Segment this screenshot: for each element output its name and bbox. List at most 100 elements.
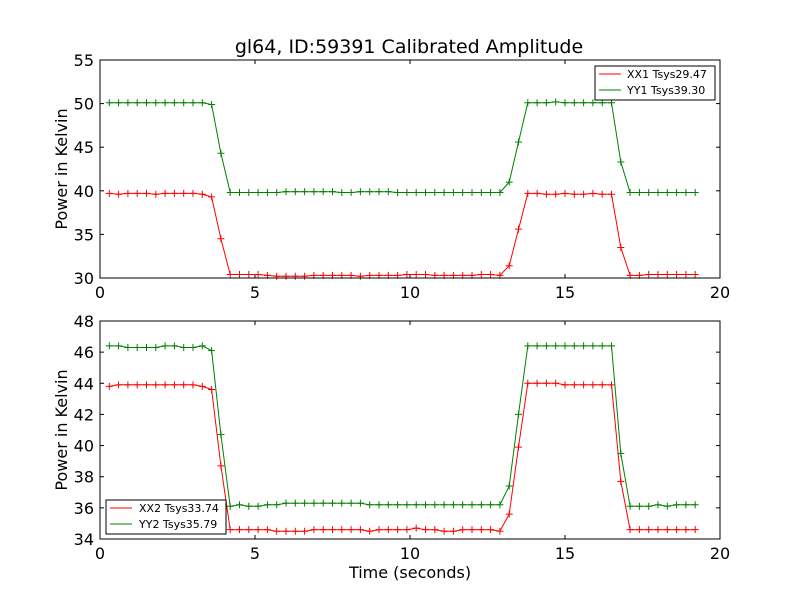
bottom-series-1-point-8 [180, 343, 188, 351]
bottom-y-axis-label: Power in Kelvin [52, 369, 71, 490]
top-series-1-point-4 [143, 99, 150, 107]
bottom-series-line-1 [109, 345, 696, 507]
bottom-series-0-point-36 [440, 527, 448, 535]
top-series-1-point-44 [515, 138, 522, 146]
top-series-1-point-46 [533, 99, 541, 107]
top-series-0-point-3 [133, 189, 141, 197]
bottom-series-1-point-61 [673, 501, 681, 509]
bottom-series-line-0 [109, 382, 696, 532]
bottom-series-1-point-52 [589, 342, 597, 350]
bottom-series-1-point-25 [338, 499, 346, 507]
top-series-1-point-26 [347, 189, 355, 197]
bottom-series-0-point-61 [673, 526, 681, 534]
top-legend: XX1 Tsys29.47 YY1 Tsys39.30 [594, 65, 716, 101]
top-series-1-point-47 [542, 99, 550, 107]
top-series-0-point-40 [477, 271, 485, 279]
top-series-1-point-35 [431, 189, 439, 197]
bottom-series-0-point-15 [245, 526, 253, 534]
top-y-tick-label-5: 55 [74, 51, 94, 70]
top-series-0-point-5 [152, 190, 160, 198]
bottom-series-1-point-6 [161, 342, 169, 350]
bottom-series-1-point-31 [394, 501, 402, 509]
bottom-series-1-point-18 [273, 501, 281, 509]
top-legend-label-yy1: YY1 Tsys39.30 [626, 84, 705, 97]
top-series-0-point-16 [254, 271, 262, 279]
top-series-1-point-60 [663, 189, 671, 197]
bottom-series-1-point-39 [468, 501, 476, 509]
top-series-1-point-51 [580, 99, 588, 107]
bottom-legend: XX2 Tsys33.74 YY2 Tsys35.79 [105, 499, 227, 535]
top-series-1-point-16 [254, 189, 262, 197]
bottom-x-tick-label-1: 5 [250, 544, 260, 563]
bottom-series-1-point-9 [189, 343, 197, 351]
bottom-series-1-point-50 [570, 342, 578, 350]
top-series-1-point-13 [226, 189, 234, 197]
bottom-series-1-point-17 [263, 501, 271, 509]
bottom-series-0-point-60 [663, 526, 671, 534]
bottom-series-1-point-16 [254, 502, 262, 510]
top-series-1-point-17 [263, 189, 271, 197]
top-series-0-point-27 [356, 272, 364, 280]
bottom-series-1-point-43 [505, 482, 513, 490]
bottom-series-0-point-30 [384, 526, 392, 534]
top-series-1-point-38 [459, 189, 467, 197]
bottom-series-0-point-40 [477, 526, 485, 534]
top-series-1-point-5 [152, 99, 160, 107]
bottom-series-0-point-43 [505, 510, 513, 518]
top-y-tick-label-1: 35 [74, 225, 94, 244]
top-series-0-point-47 [542, 190, 550, 198]
top-series-0-point-60 [663, 271, 671, 279]
bottom-series-0-point-12 [217, 462, 225, 470]
top-series-1-point-27 [356, 188, 364, 196]
bottom-y-tick-labels: 34 36 38 40 42 44 46 48 [74, 312, 94, 549]
top-series-0-point-63 [691, 271, 699, 279]
top-series-1-point-2 [124, 99, 132, 107]
bottom-series-0-point-55 [617, 477, 625, 485]
bottom-axes-frame [99, 320, 721, 540]
bottom-series-0-point-39 [468, 526, 476, 534]
top-series-1-point-31 [394, 189, 402, 197]
top-series-1-point-7 [170, 99, 178, 107]
top-x-tick-label-0: 0 [95, 283, 105, 302]
top-series-0-point-54 [608, 190, 615, 198]
top-series-1-point-55 [617, 158, 625, 166]
bottom-series-1-point-26 [347, 499, 355, 507]
bottom-series-0-point-31 [394, 526, 402, 534]
top-series-1-point-58 [645, 189, 653, 197]
top-series-0-point-53 [598, 190, 606, 198]
top-series-1-point-62 [682, 189, 690, 197]
bottom-series-1-point-51 [580, 342, 588, 350]
bottom-series-0-point-16 [254, 526, 262, 534]
bottom-legend-box [105, 499, 227, 535]
bottom-series-1-point-58 [645, 502, 653, 510]
bottom-series-1-point-14 [236, 501, 243, 509]
bottom-series-0-point-34 [422, 526, 429, 534]
top-series-0-point-50 [570, 190, 578, 198]
bottom-series-0-point-57 [635, 526, 643, 534]
top-x-tick-label-4: 20 [710, 283, 730, 302]
bottom-series-1-point-48 [552, 342, 560, 350]
bottom-series-1-point-60 [663, 502, 671, 510]
bottom-series-1-point-36 [440, 501, 448, 509]
top-series-0-point-32 [403, 271, 411, 279]
bottom-series-0-point-49 [561, 381, 569, 389]
top-series-1-point-9 [189, 99, 197, 107]
bottom-series-1-point-7 [170, 342, 178, 350]
top-series-0-point-62 [682, 271, 690, 279]
top-series-0-point-55 [617, 243, 625, 251]
bottom-x-tick-label-4: 20 [710, 544, 730, 563]
chart-title: gl64, ID:59391 Calibrated Amplitude [235, 36, 583, 58]
top-y-tick-label-4: 50 [74, 95, 94, 114]
bottom-series-1-point-44 [515, 410, 522, 418]
bottom-series-0-point-63 [691, 526, 699, 534]
top-series-1-point-45 [524, 99, 532, 107]
bottom-y-tick-label-4: 42 [74, 405, 94, 424]
bottom-series-0-point-27 [356, 526, 364, 534]
bottom-series-0-point-24 [329, 526, 336, 534]
bottom-legend-label-xx2: XX2 Tsys33.74 [139, 502, 219, 515]
top-series-0-point-34 [422, 271, 429, 279]
top-series-1-point-20 [291, 188, 299, 196]
top-y-tick-label-3: 45 [74, 138, 94, 157]
bottom-y-tick-label-3: 40 [74, 437, 94, 456]
bottom-series-1-point-56 [626, 502, 634, 510]
